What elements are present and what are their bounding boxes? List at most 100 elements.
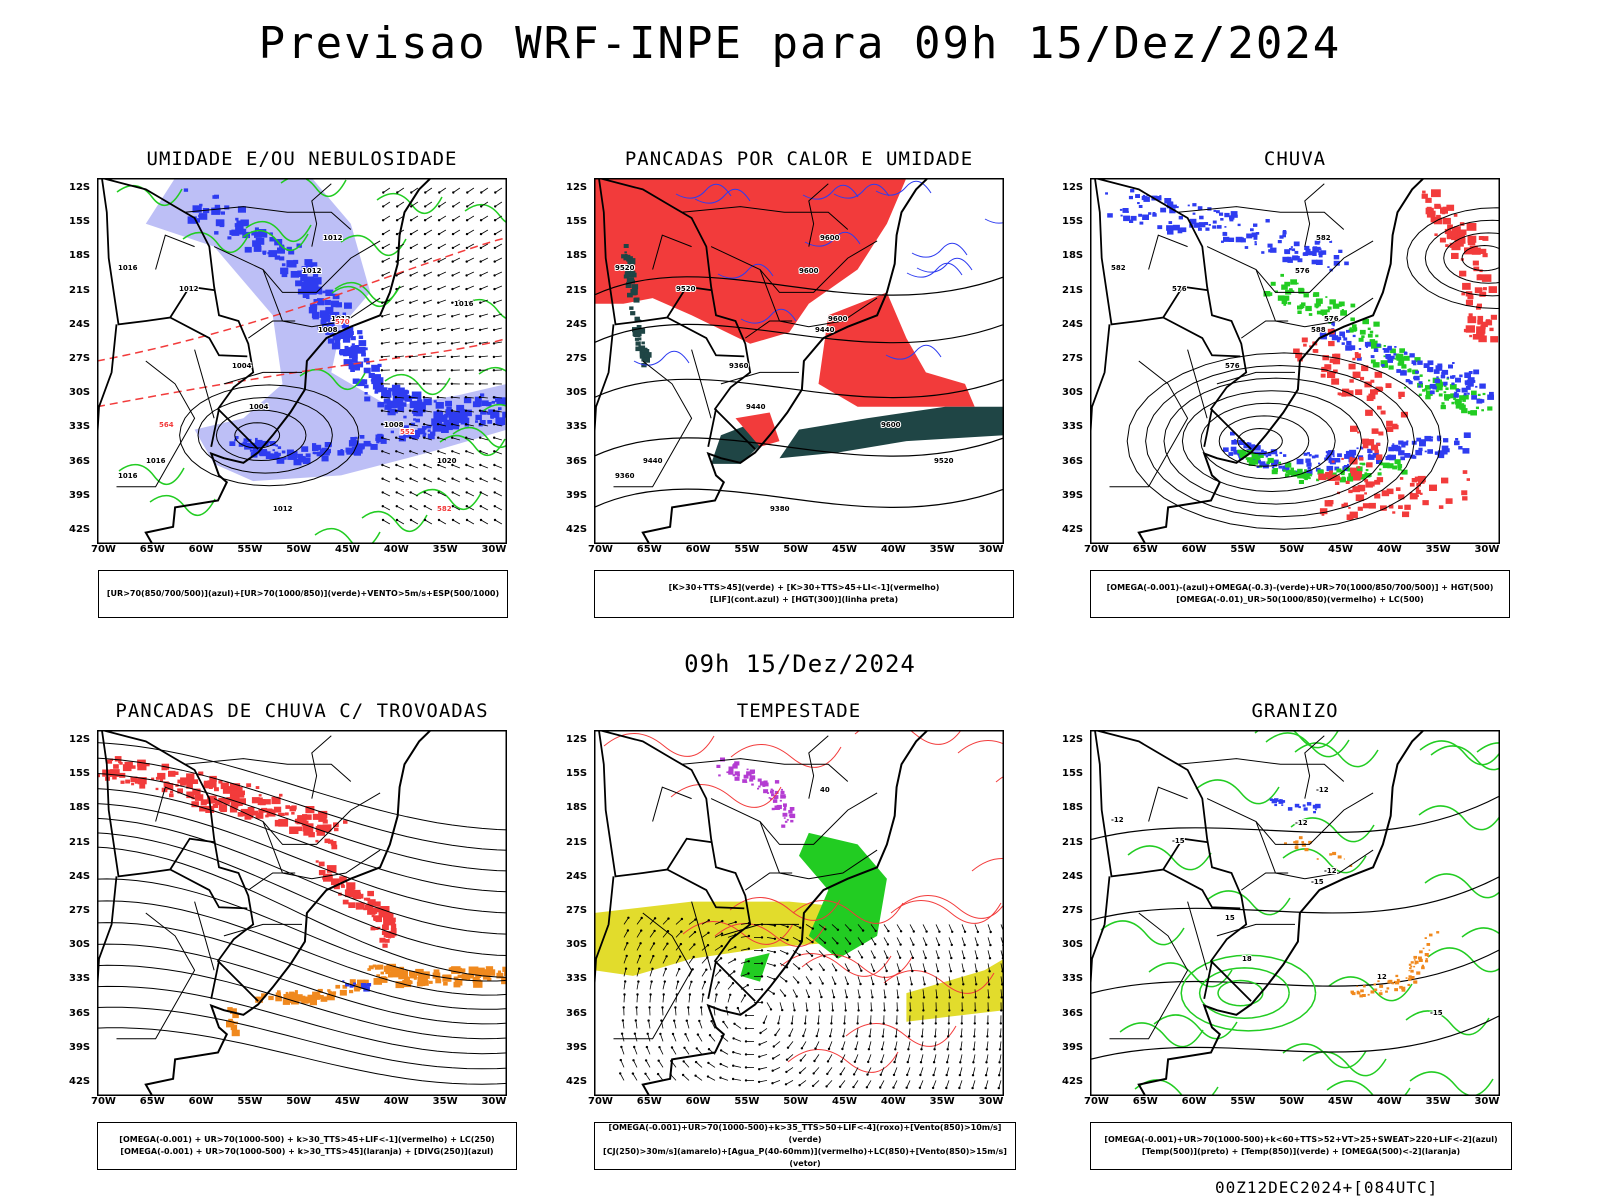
lon-tick-label: 55W [734, 1096, 760, 1107]
contour-label: 12 [1377, 973, 1387, 981]
lat-tick-label: 15S [1062, 768, 1084, 780]
contour-label: 15 [1225, 914, 1235, 922]
contour-label: 9520 [676, 285, 696, 293]
lon-tick-label: 55W [237, 544, 263, 555]
map-layers [97, 178, 507, 544]
lat-tick-label: 15S [566, 768, 588, 780]
lon-tick-label: 40W [880, 544, 906, 555]
lon-tick-label: 30W [1474, 1096, 1500, 1107]
contour-label: -12 [1111, 816, 1124, 824]
legend-line: [OMEGA(-0.001) + UR>70(1000-500) + k>30_… [119, 1135, 495, 1144]
lat-tick-label: 12S [1062, 182, 1084, 193]
lat-tick-label: 24S [69, 318, 91, 330]
lat-tick-label: 12S [69, 734, 91, 745]
lat-tick-label: 18S [69, 802, 91, 814]
lat-tick-label: 42S [1062, 524, 1084, 536]
legend-line: [OMEGA(-0.01)_UR>50(1000/850)(vermelho) … [1176, 595, 1424, 604]
legend-line: [LIF](cont.azul) + [HGT(300)](linha pret… [709, 595, 899, 604]
lat-tick-label: 33S [566, 421, 588, 433]
lon-tick-label: 50W [286, 544, 312, 555]
contour-label: 1004 [249, 403, 269, 411]
lon-tick-label: 50W [783, 544, 809, 555]
contour-label: 18 [1242, 955, 1252, 963]
legend-line: [OMEGA(-0.001)+UR>70(1000-500)+k<60+TTS>… [1104, 1135, 1498, 1144]
contour-label: 9600 [820, 234, 840, 242]
lon-tick-label: 35W [432, 1096, 458, 1107]
basemap [1090, 178, 1426, 544]
contour-label: 582 [1111, 264, 1126, 272]
panel-legend: [OMEGA(-0.001)-(azul)+OMEGA(-0.3)-(verde… [1090, 570, 1510, 618]
contour-label: 9440 [643, 457, 663, 465]
lat-tick-label: 33S [1062, 973, 1084, 985]
lat-tick-label: 12S [566, 734, 588, 745]
map-panel-2: PANCADAS POR CALOR E UMIDADE 9600 9600 9600… [566, 148, 1004, 555]
lat-tick-label: 12S [69, 182, 91, 193]
basemap [1090, 730, 1426, 1096]
lat-tick-label: 15S [566, 216, 588, 228]
lon-tick-label: 65W [636, 1096, 662, 1107]
lat-tick-label: 24S [566, 870, 588, 882]
lon-tick-label: 65W [139, 1096, 165, 1107]
lat-tick-label: 21S [69, 284, 91, 296]
lon-tick-label: 55W [1230, 1096, 1256, 1107]
contour-label: 582 [1316, 234, 1331, 242]
lat-tick-label: 36S [566, 1007, 588, 1019]
contour-label: -12 [1316, 786, 1329, 794]
map-canvas: 582 576 576 582 576 588 576 [1090, 178, 1500, 544]
contour-label: 1016 [146, 457, 166, 465]
lon-tick-label: 50W [1279, 544, 1305, 555]
contour-label: 1012 [179, 285, 199, 293]
lat-tick-label: 27S [566, 353, 588, 365]
contour-label: 9520 [934, 457, 954, 465]
lon-tick-label: 55W [1230, 544, 1256, 555]
contour-label: 9440 [746, 403, 766, 411]
lon-tick-label: 30W [481, 1096, 507, 1107]
panel-title: GRANIZO [1251, 700, 1339, 722]
contour-label: 1016 [118, 264, 138, 272]
legend-line: [OMEGA(-0.001)-(azul)+OMEGA(-0.3)-(verde… [1106, 583, 1494, 592]
lat-tick-label: 18S [566, 250, 588, 262]
map-panel-5: TEMPESTADE 40 12S 15S 18S 21S 24S 27S 30S 33S 36S 3… [566, 700, 1004, 1107]
lon-tick-label: 70W [91, 1096, 116, 1107]
lat-tick-label: 27S [1062, 353, 1084, 365]
lon-tick-label: 30W [1474, 544, 1500, 555]
lon-tick-label: 70W [91, 544, 116, 555]
lat-tick-label: 30S [1062, 939, 1084, 951]
lat-tick-label: 21S [1062, 836, 1084, 848]
lon-tick-label: 35W [929, 1096, 955, 1107]
lat-tick-label: 21S [566, 836, 588, 848]
contour-label: 576 [1295, 267, 1310, 275]
panel-title: TEMPESTADE [736, 700, 862, 722]
contour-label: 582 [437, 505, 452, 513]
contour-label: 9600 [828, 315, 848, 323]
map-layers [1090, 730, 1500, 1096]
lon-tick-label: 60W [685, 544, 711, 555]
lon-tick-label: 35W [1425, 1096, 1451, 1107]
row-date-label: 09h 15/Dez/2024 [684, 650, 916, 678]
lon-tick-label: 50W [286, 1096, 312, 1107]
map-layers [594, 730, 1004, 1090]
lat-tick-label: 33S [566, 973, 588, 985]
basemap [594, 730, 930, 1096]
lat-tick-label: 24S [1062, 318, 1084, 330]
lat-tick-label: 33S [1062, 421, 1084, 433]
lon-tick-label: 30W [978, 544, 1004, 555]
contour-label: 570 [335, 318, 350, 326]
lat-tick-label: 39S [69, 489, 91, 501]
lat-tick-label: 42S [69, 1076, 91, 1088]
contour-label: 9380 [770, 505, 790, 513]
contour-label: 1008 [318, 326, 338, 334]
lat-tick-label: 30S [69, 387, 91, 399]
contour-label: -15 [1430, 1009, 1443, 1017]
contour-label: 9440 [815, 326, 835, 334]
lat-tick-label: 33S [69, 973, 91, 985]
lon-tick-label: 35W [432, 544, 458, 555]
map-frame [1090, 730, 1500, 1096]
lat-tick-label: 42S [566, 524, 588, 536]
lat-tick-label: 18S [566, 802, 588, 814]
lon-tick-label: 40W [1376, 1096, 1402, 1107]
lat-tick-label: 21S [566, 284, 588, 296]
contour-label: 576 [1225, 362, 1240, 370]
lat-tick-label: 39S [1062, 1041, 1084, 1053]
map-frame [97, 178, 507, 544]
